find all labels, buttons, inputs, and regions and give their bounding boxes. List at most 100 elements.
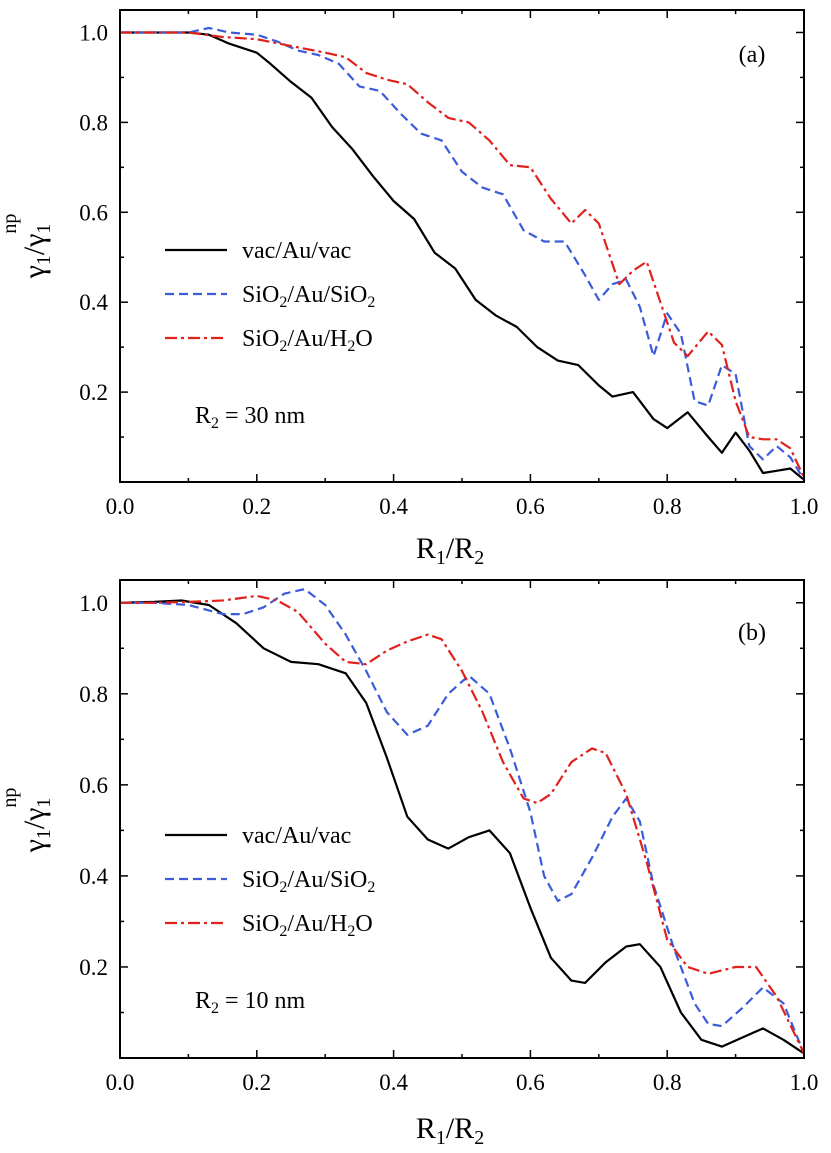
legend-label-part: /Au/SiO <box>287 282 367 308</box>
y-tick-label: 0.4 <box>79 290 108 315</box>
y-tick-label: 1.0 <box>79 591 108 616</box>
legend-label-part: /Au/SiO <box>287 867 367 893</box>
y-axis-label-part: 1 <box>33 829 55 839</box>
x-tick-label: 0.0 <box>106 494 135 519</box>
legend-label: vac/Au/vac <box>242 238 351 264</box>
y-axis-label-part: 1 <box>33 224 55 234</box>
x-tick-label: 0.6 <box>516 494 545 519</box>
annotation-radius-part: = 10 nm <box>219 988 306 1014</box>
y-tick-label: 0.8 <box>79 682 108 707</box>
legend-label-part: SiO <box>242 867 279 893</box>
x-axis-label-part: 2 <box>474 1127 484 1149</box>
x-tick-label-part: 1.0 <box>790 494 819 519</box>
legend-label-part: 2 <box>367 294 375 311</box>
x-tick-label-part: 0.0 <box>106 1070 135 1095</box>
y-tick-label-part: 0.6 <box>79 773 108 798</box>
legend-label-part: 2 <box>279 879 287 896</box>
legend-label: SiO2/Au/H2O <box>242 326 373 355</box>
x-axis-label-part: /R <box>446 532 474 565</box>
x-axis-label-part: 1 <box>436 547 446 569</box>
series-line-sio2-au-h2o <box>120 31 804 478</box>
x-tick-label: 0.4 <box>379 1070 408 1095</box>
y-tick-label: 0.2 <box>79 955 108 980</box>
legend-label-part: 2 <box>279 294 287 311</box>
y-tick-label: 0.2 <box>79 380 108 405</box>
y-axis-label-part: 1 <box>33 255 55 265</box>
annotation-radius-part: = 30 nm <box>219 403 306 429</box>
series-line-vac-au-vac <box>120 31 804 481</box>
legend-label-part: /Au/H <box>287 911 347 937</box>
annotation-radius-part: 2 <box>211 415 219 432</box>
legend-label-part: SiO <box>242 326 279 352</box>
y-tick-label: 0.8 <box>79 110 108 135</box>
y-tick-label-part: 1.0 <box>79 20 108 45</box>
legend-label: SiO2/Au/SiO2 <box>242 282 375 311</box>
x-tick-label-part: 0.6 <box>516 494 545 519</box>
x-tick-label: 0.8 <box>653 494 682 519</box>
annotation-radius-part: 2 <box>211 1000 219 1017</box>
legend-label-part: SiO <box>242 282 279 308</box>
annotation-radius: R2 = 10 nm <box>195 988 306 1017</box>
x-tick-label: 0.8 <box>653 1070 682 1095</box>
y-tick-label-part: 0.4 <box>79 864 108 889</box>
y-axis-label: γ1/γ1np <box>0 788 55 854</box>
panel-label: (a) <box>739 42 766 68</box>
y-axis-label: γ1/γ1np <box>0 214 55 280</box>
chart-panel-a: 0.0 0.2 0.4 0.6 0.8 1.0 0.2 0.4 0.6 0.8 1.0 vac/Au/… <box>0 9 819 569</box>
plot-frame <box>119 579 805 1059</box>
y-tick-label-part: 0.2 <box>79 955 108 980</box>
x-tick-label-part: 1.0 <box>790 1070 819 1095</box>
x-tick-label: 1.0 <box>790 494 819 519</box>
y-axis-label-part: /γ <box>18 234 51 256</box>
y-axis-label-part: /γ <box>18 808 51 830</box>
y-tick-label: 0.4 <box>79 864 108 889</box>
x-axis-label: R1/R2 <box>416 1112 484 1149</box>
y-tick-label-part: 0.6 <box>79 200 108 225</box>
series-line-sio2-au-sio2 <box>120 587 804 1054</box>
annotation-radius: R2 = 30 nm <box>195 403 306 432</box>
annotation-radius-part: R <box>195 403 211 429</box>
x-axis-label-part: R <box>416 1112 436 1145</box>
legend-label-part: /Au/H <box>287 326 347 352</box>
series-line-vac-au-vac <box>120 599 804 1055</box>
y-axis-label-part: γ <box>18 265 51 279</box>
y-axis-label-part: 1 <box>33 798 55 808</box>
y-axis-label-part: np <box>0 788 21 808</box>
x-tick-label-part: 0.2 <box>242 494 271 519</box>
x-tick-label: 0.0 <box>106 1070 135 1095</box>
legend-label: vac/Au/vac <box>242 823 351 849</box>
legend-label: SiO2/Au/H2O <box>242 911 373 940</box>
x-tick-label-part: 0.8 <box>653 1070 682 1095</box>
series-line-sio2-au-h2o <box>120 594 804 1054</box>
y-tick-label-part: 1.0 <box>79 591 108 616</box>
panel-label-part: (a) <box>739 42 766 68</box>
legend-label-part: 2 <box>367 879 375 896</box>
x-tick-label-part: 0.2 <box>242 1070 271 1095</box>
legend-label-part: O <box>355 911 372 937</box>
y-tick-label-part: 0.2 <box>79 380 108 405</box>
legend-label-part: 2 <box>279 923 287 940</box>
panel-label-part: (b) <box>738 620 766 646</box>
y-axis-label-part: np <box>0 214 21 234</box>
y-tick-label-part: 0.4 <box>79 290 108 315</box>
x-axis-label-part: R <box>416 532 436 565</box>
y-tick-label: 0.6 <box>79 773 108 798</box>
y-tick-label-part: 0.8 <box>79 110 108 135</box>
legend-label-part: 2 <box>279 338 287 355</box>
x-tick-label: 0.4 <box>379 494 408 519</box>
y-tick-label: 1.0 <box>79 20 108 45</box>
x-tick-label-part: 0.4 <box>379 494 408 519</box>
x-axis-label-part: /R <box>446 1112 474 1145</box>
plot-frame <box>119 9 805 483</box>
legend-label-part: 2 <box>347 923 355 940</box>
x-tick-label: 0.2 <box>242 494 271 519</box>
legend-label-part: vac/Au/vac <box>242 823 351 849</box>
x-tick-label: 0.6 <box>516 1070 545 1095</box>
x-tick-label-part: 0.0 <box>106 494 135 519</box>
legend-label-part: 2 <box>347 338 355 355</box>
y-axis-label-part: γ <box>18 839 51 853</box>
panel-label: (b) <box>738 620 766 646</box>
x-tick-label-part: 0.6 <box>516 1070 545 1095</box>
legend-label-part: vac/Au/vac <box>242 238 351 264</box>
